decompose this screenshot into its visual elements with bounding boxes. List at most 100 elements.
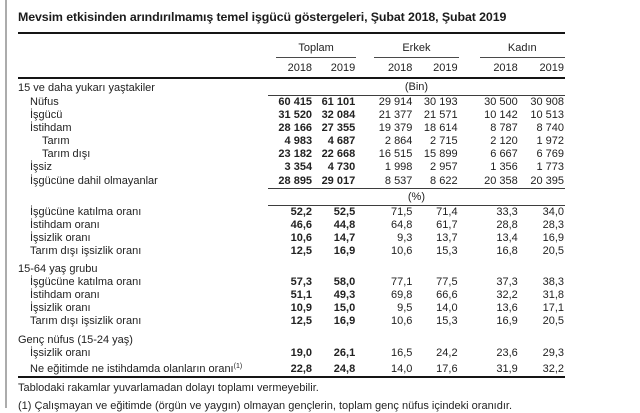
value-cell: 14,0	[391, 362, 413, 375]
value-cell: 77,1	[391, 276, 413, 289]
table-row: İşsizlik oranı 19,0 26,1 16,5 24,2 23,6 29,3	[18, 347, 565, 360]
row-label: İstihdam oranı	[30, 289, 100, 302]
value-cell: 27 355	[321, 122, 356, 135]
value-cell: 6 667	[490, 148, 518, 161]
value-cell: 24,8	[333, 362, 356, 375]
page-edge-line	[5, 0, 7, 408]
value-cell: 1 998	[384, 161, 413, 174]
value-cell: 37,3	[496, 276, 518, 289]
row-label: Tarım	[42, 135, 70, 148]
row-label: İşgücüne katılma oranı	[30, 276, 142, 289]
year-header: 2018	[267, 58, 314, 79]
value-cell: 1 356	[490, 161, 518, 174]
value-cell: 10,6	[391, 244, 413, 257]
value-cell: 15,3	[436, 244, 458, 257]
footnote-marker: (1)	[233, 362, 243, 370]
table-row: İşgücüne katılma oranı 57,3 58,0 77,1 77,5 37…	[18, 276, 565, 289]
table-row: İşsiz 3 354 4 730 1 998 2 957 1 356 1 773	[18, 161, 565, 174]
value-cell: 61 101	[321, 96, 356, 108]
value-cell: 51,1	[290, 289, 313, 302]
row-label: İşgücüne katılma oranı	[30, 205, 142, 218]
value-cell: 21 377	[378, 109, 413, 122]
row-label: 15-64 yaş grubu	[18, 263, 98, 276]
row-label: Genç nüfus (15-24 yaş)	[18, 333, 133, 346]
table-row: İşgücüne katılma oranı 52,2 52,5 71,5 71,4 33…	[18, 205, 565, 219]
value-cell: 17,1	[542, 302, 564, 315]
value-cell: 16,9	[542, 231, 564, 244]
value-cell: 10,6	[391, 315, 413, 328]
row-label: Tarım dışı işsizlik oranı	[30, 244, 142, 257]
page-title: Mevsim etkisinden arındırılmamış temel i…	[18, 10, 565, 34]
column-group-kadin: Kadın	[459, 41, 565, 58]
value-cell: 22 668	[321, 148, 356, 161]
value-cell: 12,5	[290, 315, 313, 328]
value-cell: 8 537	[356, 174, 414, 189]
value-cell: 16,9	[496, 315, 518, 328]
value-cell: 28 895	[267, 174, 314, 189]
value-cell: 2 957	[430, 161, 458, 174]
value-cell: 14,7	[333, 231, 356, 244]
value-cell: 16 515	[378, 148, 413, 161]
value-cell: 15,3	[436, 315, 458, 328]
value-cell: 13,6	[496, 302, 518, 315]
value-cell: 10,6	[290, 231, 313, 244]
value-cell: 19,0	[290, 346, 313, 359]
value-cell: 66,6	[436, 289, 458, 302]
value-cell: 60 415	[278, 96, 313, 108]
value-cell: 29,3	[542, 346, 564, 359]
row-label: İşsizlik oranı	[30, 346, 91, 359]
column-group-label: Toplam	[275, 42, 357, 58]
empty-cell	[18, 58, 268, 79]
value-cell: 28 166	[278, 122, 313, 135]
value-cell: 71,5	[391, 205, 413, 218]
unit-row: 15 ve daha yukarı yaştakiler (Bin)	[18, 78, 565, 96]
statistics-table: Toplam Erkek Kadın 2018 2019 2018 2019 2…	[18, 41, 565, 376]
value-cell: 15 899	[423, 148, 458, 161]
value-cell: 21 571	[423, 109, 458, 122]
row-label: Tarım dışı işsizlik oranı	[30, 315, 142, 328]
value-cell: 32,2	[496, 289, 518, 302]
row-label: İstihdam oranı	[30, 218, 100, 231]
row-label: İşsiz	[30, 161, 52, 174]
value-cell: 2 864	[384, 135, 413, 148]
value-cell: 31 520	[278, 109, 313, 122]
value-cell: 22,8	[290, 362, 313, 375]
table-row: İşsizlik oranı 10,6 14,7 9,3 13,7 13,4 16,9	[18, 232, 565, 245]
section-row: Genç nüfus (15-24 yaş)	[18, 329, 565, 347]
empty-cell	[18, 41, 268, 58]
value-cell: 38,3	[542, 276, 564, 289]
value-cell: 77,5	[436, 276, 458, 289]
value-cell: 16,9	[333, 315, 356, 328]
value-cell: 28,8	[496, 218, 518, 231]
empty-cell	[268, 329, 565, 347]
value-cell: 8 740	[536, 122, 564, 135]
value-cell: 2 120	[490, 135, 518, 148]
value-cell: 57,3	[290, 276, 313, 289]
value-cell: 9,5	[397, 302, 413, 315]
value-cell: 16,9	[333, 244, 356, 257]
value-cell: 28,3	[542, 218, 564, 231]
value-cell: 16,5	[391, 346, 413, 359]
value-cell: 29 914	[378, 96, 413, 108]
row-label: Tarım dışı	[42, 148, 91, 161]
value-cell: 58,0	[333, 276, 356, 289]
value-cell: 1 972	[536, 135, 564, 148]
value-cell: 61,7	[436, 218, 458, 231]
row-label: İşgücüne dahil olmayanlar	[30, 175, 158, 188]
column-group-toplam: Toplam	[268, 41, 357, 58]
value-cell: 23,6	[496, 346, 518, 359]
year-header: 2018	[356, 58, 414, 79]
statistics-table-wrap: Toplam Erkek Kadın 2018 2019 2018 2019 2…	[18, 41, 565, 378]
value-cell: 15,0	[333, 302, 356, 315]
value-cell: 13,7	[436, 231, 458, 244]
footnote-neet-definition: (1) Çalışmayan ve eğitimde (örgün ve yay…	[18, 399, 513, 412]
value-cell: 18 614	[423, 122, 458, 135]
year-header: 2019	[313, 58, 357, 79]
table-row: Tarım dışı işsizlik oranı 12,5 16,9 10,6 15,…	[18, 245, 565, 258]
value-cell: 64,8	[391, 218, 413, 231]
value-cell: 10 142	[484, 109, 518, 122]
table-row: Tarım dışı işsizlik oranı 12,5 16,9 10,6 15,…	[18, 315, 565, 328]
year-header: 2019	[413, 58, 459, 79]
value-cell: 69,8	[391, 289, 413, 302]
